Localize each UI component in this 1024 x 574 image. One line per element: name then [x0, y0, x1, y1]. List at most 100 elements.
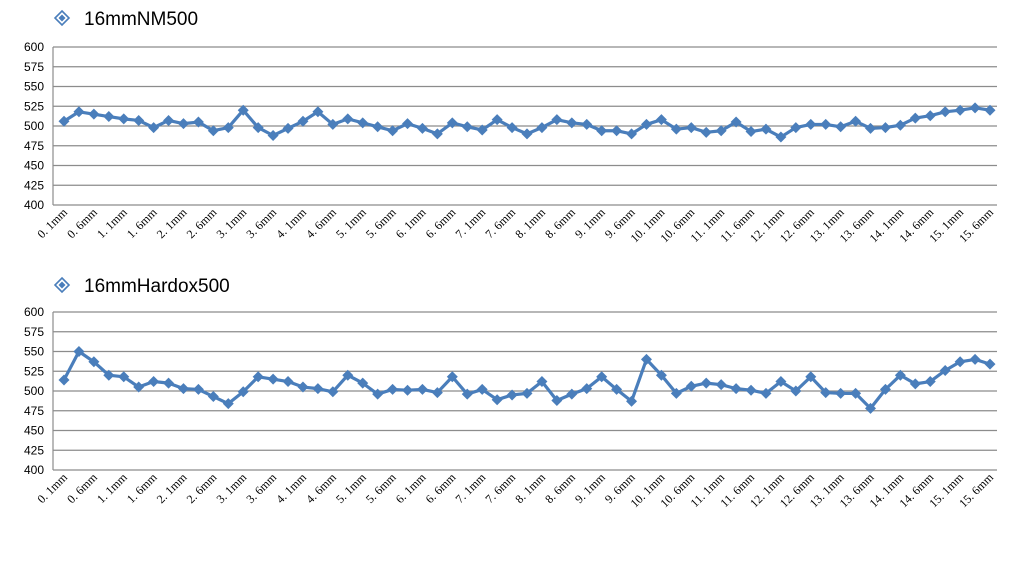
x-tick-label: 8. 1mm	[512, 470, 548, 506]
data-point	[984, 104, 996, 116]
data-point	[312, 106, 324, 118]
data-point	[252, 122, 264, 134]
data-point	[222, 122, 234, 134]
x-tick-label: 8. 6mm	[542, 470, 578, 506]
data-point	[760, 387, 772, 399]
data-point	[700, 377, 712, 389]
x-tick-label: 4. 6mm	[303, 470, 339, 506]
series-line	[62, 349, 991, 410]
data-point	[402, 118, 414, 130]
x-tick-label: 15. 6mm	[956, 470, 997, 511]
data-point	[118, 371, 130, 383]
data-point	[626, 128, 638, 140]
data-point	[491, 114, 503, 126]
data-point	[969, 102, 981, 114]
data-point	[894, 119, 906, 131]
data-point	[805, 118, 817, 130]
x-tick-label: 5. 1mm	[333, 205, 369, 241]
y-tick-label: 425	[24, 443, 44, 457]
data-point	[581, 383, 593, 395]
y-tick-label: 525	[24, 364, 44, 378]
data-point	[775, 131, 787, 143]
y-tick-label: 600	[24, 305, 44, 319]
data-point	[222, 398, 234, 410]
data-point	[148, 122, 160, 134]
data-point	[715, 379, 727, 391]
data-point	[372, 388, 384, 400]
data-point	[879, 122, 891, 134]
data-point	[865, 402, 877, 414]
data-point	[491, 394, 503, 406]
y-tick-label: 575	[24, 325, 44, 339]
data-point	[924, 376, 936, 388]
data-point	[685, 122, 697, 134]
data-point	[461, 121, 473, 133]
x-tick-label: 9. 1mm	[572, 205, 608, 241]
data-point	[790, 385, 802, 397]
data-point	[282, 376, 294, 388]
data-point	[850, 387, 862, 399]
data-point	[357, 117, 369, 129]
legend-marker-inner-icon	[58, 281, 66, 289]
data-point	[551, 114, 563, 126]
x-tick-label: 5. 1mm	[333, 470, 369, 506]
data-point	[103, 369, 115, 381]
y-tick-label: 450	[24, 424, 44, 438]
data-point	[775, 376, 787, 388]
x-tick-label: 5. 6mm	[363, 470, 399, 506]
data-point	[133, 381, 145, 393]
data-point	[566, 388, 578, 400]
data-point	[700, 126, 712, 138]
data-point	[387, 383, 399, 395]
x-tick-label: 1. 1mm	[94, 205, 130, 241]
data-point	[88, 108, 100, 120]
x-tick-label: 3. 6mm	[243, 470, 279, 506]
legend: 16mmNM500	[53, 9, 198, 30]
y-tick-label: 600	[24, 40, 44, 54]
data-point	[73, 106, 85, 118]
data-point	[984, 358, 996, 370]
data-point	[252, 371, 264, 383]
x-tick-label: 3. 1mm	[214, 470, 250, 506]
x-tick-label: 2. 1mm	[154, 205, 190, 241]
data-point	[148, 376, 160, 388]
x-tick-label: 4. 1mm	[273, 205, 309, 241]
data-point	[954, 104, 966, 116]
data-point	[790, 122, 802, 134]
data-point	[446, 371, 458, 383]
x-tick-label: 8. 6mm	[542, 205, 578, 241]
data-point	[58, 115, 70, 127]
data-point	[939, 364, 951, 376]
y-tick-label: 425	[24, 178, 44, 192]
data-point	[835, 387, 847, 399]
data-point	[954, 356, 966, 368]
x-tick-label: 5. 6mm	[363, 205, 399, 241]
data-point	[282, 122, 294, 134]
data-point	[297, 115, 309, 127]
data-point	[745, 126, 757, 138]
data-point	[640, 353, 652, 365]
data-point	[909, 378, 921, 390]
x-tick-label: 1. 1mm	[94, 470, 130, 506]
data-point	[865, 122, 877, 134]
data-point	[655, 369, 667, 381]
data-point	[163, 377, 175, 389]
x-tick-label: 15. 6mm	[956, 205, 997, 246]
x-tick-label: 6. 1mm	[393, 205, 429, 241]
data-point	[551, 394, 563, 406]
data-point	[416, 122, 428, 134]
legend-label: 16mmHardox500	[84, 276, 230, 297]
y-tick-label: 525	[24, 99, 44, 113]
legend-marker-inner-icon	[58, 14, 66, 22]
y-tick-label: 450	[24, 159, 44, 173]
data-point	[207, 391, 219, 403]
data-point	[476, 124, 488, 136]
data-point	[476, 383, 488, 395]
data-point	[237, 104, 249, 116]
x-tick-label: 1. 6mm	[124, 205, 160, 241]
data-point	[103, 111, 115, 123]
data-point	[640, 118, 652, 130]
data-point	[566, 117, 578, 129]
chart-hardox500: 16mmHardox500 400 425 450 475 500 525 550 575 600…	[24, 276, 997, 510]
